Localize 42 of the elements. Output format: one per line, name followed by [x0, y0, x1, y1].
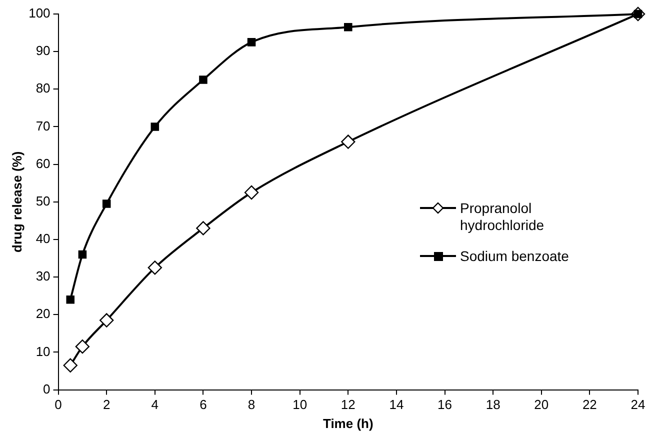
- point: [148, 260, 162, 275]
- x-tick-label: 10: [292, 397, 308, 412]
- x-axis-title: Time (h): [322, 416, 374, 431]
- y-tick-label: 20: [36, 306, 50, 322]
- point: [344, 23, 352, 32]
- y-tick-label: 80: [36, 80, 50, 96]
- x-tick-label: 2: [102, 397, 110, 412]
- x-tick-label: 24: [630, 397, 646, 412]
- point: [244, 185, 259, 200]
- legend-label: Sodium benzoate: [460, 248, 569, 265]
- x-tick-label: 4: [151, 397, 159, 412]
- x-tick-label: 22: [582, 397, 597, 412]
- point: [247, 38, 256, 46]
- point: [63, 358, 78, 372]
- point: [196, 221, 210, 236]
- point: [66, 295, 75, 304]
- point: [341, 134, 356, 149]
- y-tick-label: 70: [36, 118, 50, 134]
- legend-label: Propranolol hydrochloride: [460, 200, 546, 234]
- y-tick-label: 10: [36, 344, 50, 359]
- y-tick-label: 0: [43, 381, 50, 396]
- y-tick-label: 50: [36, 193, 50, 208]
- x-tick-label: 6: [200, 397, 207, 412]
- point: [75, 339, 90, 354]
- x-tick-label: 18: [486, 397, 500, 412]
- y-tick-label: 60: [36, 156, 50, 171]
- x-tick-label: 14: [389, 397, 404, 412]
- x-tick-label: 8: [248, 397, 256, 412]
- point: [78, 250, 87, 259]
- x-tick-label: 12: [340, 397, 356, 412]
- point: [199, 76, 208, 84]
- x-tick-label: 0: [54, 397, 62, 412]
- y-axis-title: drug release (%): [9, 151, 24, 252]
- point: [150, 122, 160, 131]
- y-tick-label: 90: [36, 43, 50, 58]
- y-tick-label: 30: [36, 268, 50, 284]
- y-tick-label: 100: [28, 6, 50, 21]
- y-tick-label: 40: [36, 231, 50, 246]
- point: [100, 313, 114, 328]
- x-tick-label: 16: [438, 397, 452, 412]
- x-tick-label: 20: [534, 397, 549, 412]
- point: [102, 200, 111, 208]
